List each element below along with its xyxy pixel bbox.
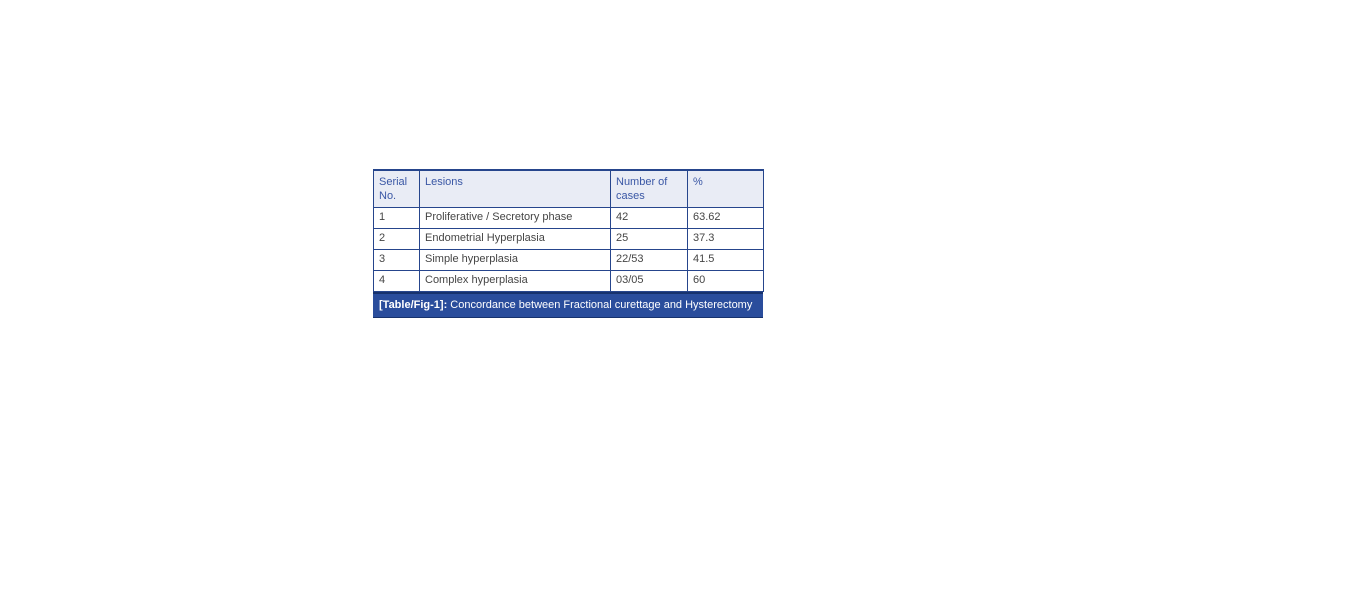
cell-percent: 41.5 bbox=[687, 248, 764, 271]
table-row: 4 Complex hyperplasia 03/05 60 bbox=[373, 269, 764, 292]
cell-lesion: Endometrial Hyperplasia bbox=[419, 227, 611, 250]
cell-serial: 3 bbox=[373, 248, 420, 271]
cell-cases: 22/53 bbox=[610, 248, 688, 271]
cell-cases: 03/05 bbox=[610, 269, 688, 292]
cell-percent: 37.3 bbox=[687, 227, 764, 250]
table-header: Serial No. Lesions Number of cases % bbox=[373, 169, 764, 208]
cell-serial: 2 bbox=[373, 227, 420, 250]
cell-lesion: Proliferative / Secretory phase bbox=[419, 206, 611, 229]
col-header-number-of-cases: Number of cases bbox=[610, 169, 688, 208]
cell-percent: 60 bbox=[687, 269, 764, 292]
col-header-percent: % bbox=[687, 169, 764, 208]
table-caption: [Table/Fig-1]: Concordance between Fract… bbox=[373, 291, 763, 319]
table-row: 3 Simple hyperplasia 22/53 41.5 bbox=[373, 248, 764, 271]
cell-serial: 4 bbox=[373, 269, 420, 292]
table-header-row: Serial No. Lesions Number of cases % bbox=[373, 169, 764, 208]
concordance-table: Serial No. Lesions Number of cases % 1 P… bbox=[373, 169, 764, 292]
cell-cases: 25 bbox=[610, 227, 688, 250]
cell-cases: 42 bbox=[610, 206, 688, 229]
cell-lesion: Complex hyperplasia bbox=[419, 269, 611, 292]
cell-serial: 1 bbox=[373, 206, 420, 229]
table-row: 2 Endometrial Hyperplasia 25 37.3 bbox=[373, 227, 764, 250]
col-header-lesions: Lesions bbox=[419, 169, 611, 208]
table-fig-1: Serial No. Lesions Number of cases % 1 P… bbox=[373, 169, 764, 319]
cell-percent: 63.62 bbox=[687, 206, 764, 229]
caption-label: [Table/Fig-1]: bbox=[379, 298, 448, 311]
table-row: 1 Proliferative / Secretory phase 42 63.… bbox=[373, 206, 764, 229]
cell-lesion: Simple hyperplasia bbox=[419, 248, 611, 271]
caption-text: Concordance between Fractional curettage… bbox=[450, 298, 753, 311]
col-header-serial-no: Serial No. bbox=[373, 169, 420, 208]
table-body: 1 Proliferative / Secretory phase 42 63.… bbox=[373, 206, 764, 292]
